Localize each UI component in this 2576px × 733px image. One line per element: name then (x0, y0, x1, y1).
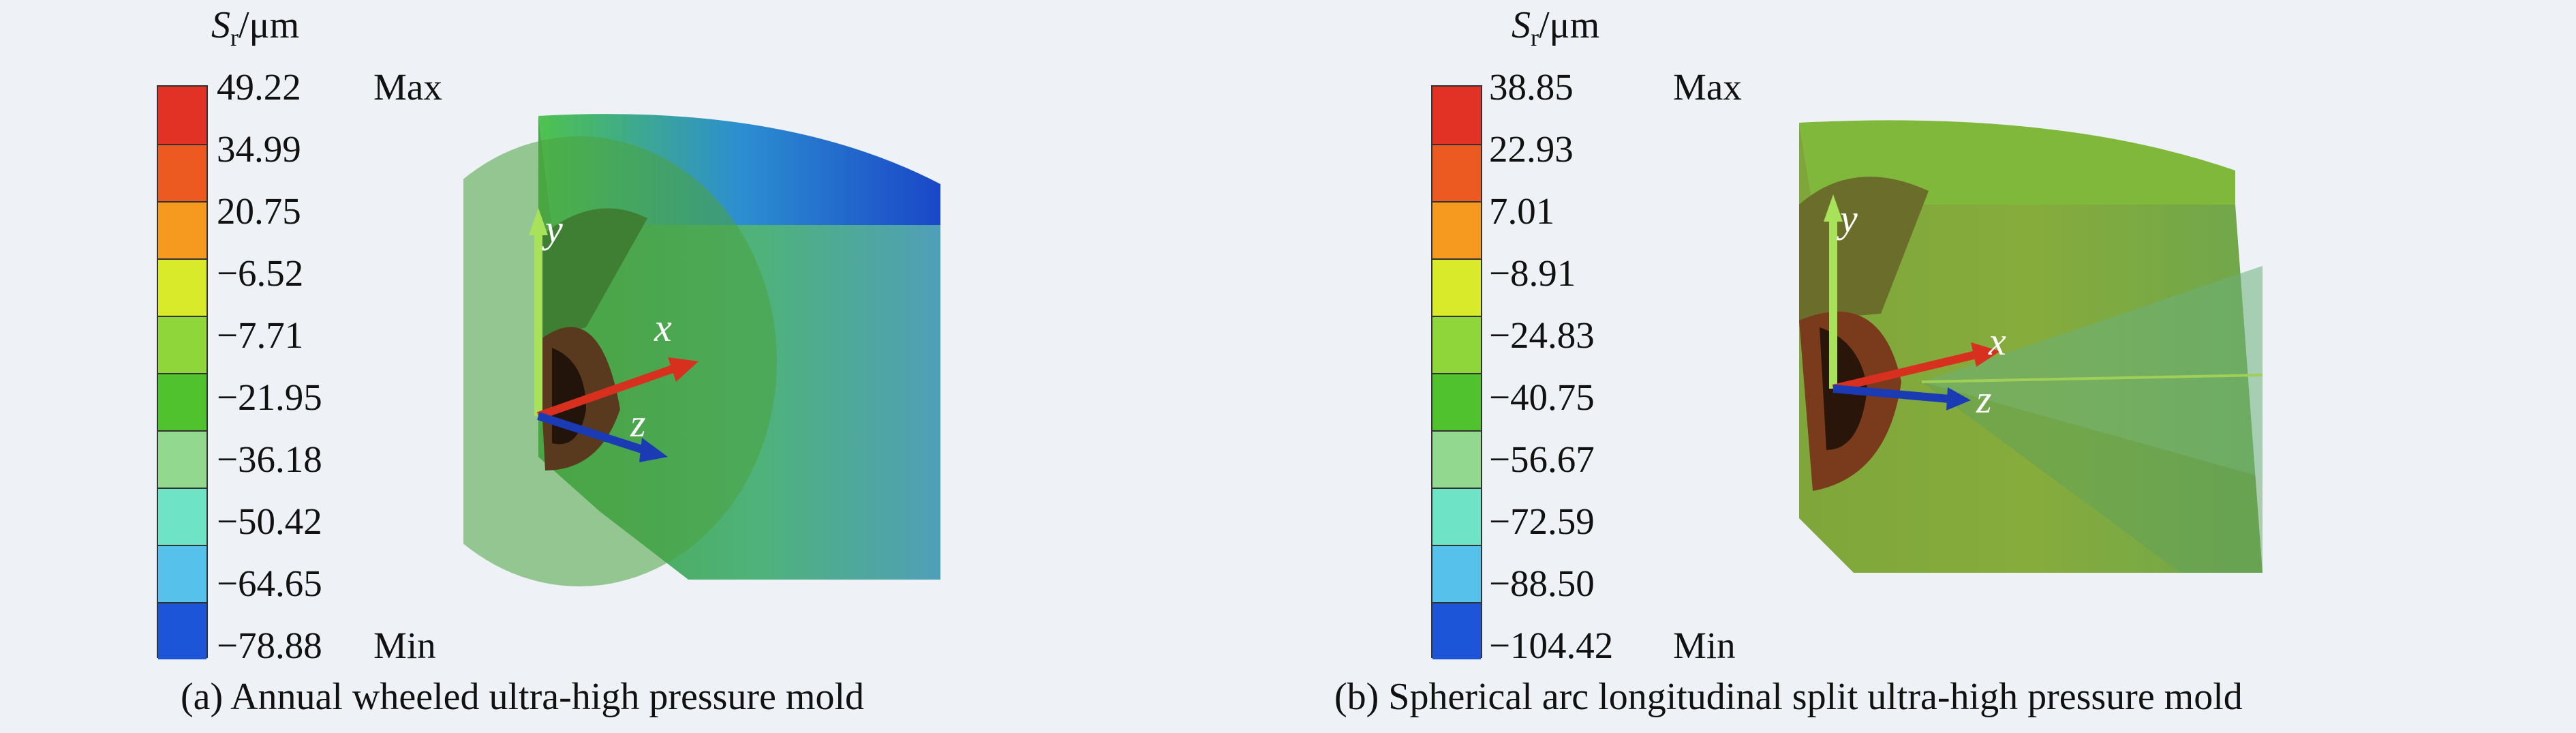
legend-tick-label: 38.85 (1489, 66, 1574, 108)
y-axis-arrowhead (1824, 194, 1843, 222)
legend-tick-label: 34.99 (217, 128, 301, 170)
x-axis-arrow (537, 364, 676, 420)
colorbar-segment (158, 201, 206, 258)
legend-tick-label: −88.50 (1489, 563, 1595, 604)
legend-max-label: Max (373, 66, 442, 108)
legend-tick-label: −24.83 (1489, 314, 1595, 356)
legend-min-label: Min (373, 625, 436, 666)
z-axis-arrow (537, 412, 645, 454)
legend-title-a: Sr/μm (211, 4, 300, 52)
legend-tick-label: −8.91 (1489, 252, 1576, 294)
y-axis-label: y (1837, 196, 1858, 241)
colorbar-segment (158, 87, 206, 144)
x-axis-label: x (1988, 319, 2006, 363)
legend-tick-label: −6.52 (217, 252, 304, 294)
colorbar-segment (1432, 144, 1481, 201)
stress-contour-wedge (1922, 382, 2263, 573)
x-axis-arrowhead (1971, 342, 2000, 367)
z-axis-label: z (1976, 377, 1992, 421)
caption-a: (a) Annual wheeled ultra-high pressure m… (181, 676, 865, 718)
colorbar-segment (1432, 258, 1481, 316)
colorbar-segment (1432, 373, 1481, 430)
colorbar-segment (158, 144, 206, 201)
legend-max-label: Max (1673, 66, 1742, 108)
colorbar-segment (1432, 316, 1481, 373)
legend-tick-label: −72.59 (1489, 500, 1595, 542)
mold-model-render-b: y x z (1799, 120, 2263, 573)
caption-b: (b) Spherical arc longitudinal split ult… (1334, 676, 2243, 718)
legend-tick-label: −64.65 (217, 563, 322, 604)
colorbar-segment (158, 258, 206, 316)
colorbar-segment (1432, 201, 1481, 258)
legend-tick-label: −56.67 (1489, 438, 1595, 480)
legend-tick-label: −40.75 (1489, 376, 1595, 418)
legend-tick-label: −21.95 (217, 376, 322, 418)
model-bore-cone (538, 208, 647, 341)
legend-min-label: Min (1673, 625, 1736, 666)
legend-tick-label: −104.42 (1489, 625, 1614, 666)
x-axis-label: x (654, 305, 672, 350)
colorbar-segment (1432, 602, 1481, 659)
legend-tick-label: 20.75 (217, 190, 301, 232)
legend-tick-label: −78.88 (217, 625, 322, 666)
colorbar-segment (1432, 430, 1481, 488)
stress-contour-wedge (1922, 266, 2263, 477)
colorbar-segment (158, 316, 206, 373)
z-axis-arrow (1833, 385, 1950, 403)
colorbar-segment (158, 602, 206, 659)
legend-title-b: Sr/μm (1512, 4, 1600, 52)
split-line (1921, 374, 2263, 383)
colorbar-a (157, 85, 208, 659)
z-axis-arrowhead (1946, 387, 1971, 410)
colorbar-segment (1432, 87, 1481, 144)
legend-tick-label: 7.01 (1489, 190, 1555, 232)
y-axis-arrowhead (529, 208, 548, 235)
z-axis-label: z (630, 401, 646, 445)
colorbar-segment (158, 488, 206, 545)
colorbar-segment (158, 545, 206, 602)
x-axis-arrow (1832, 350, 1978, 393)
legend-tick-label: −7.71 (217, 314, 304, 356)
mold-model-render-a: y x z (463, 114, 940, 586)
colorbar-segment (158, 430, 206, 488)
legend-tick-label: −50.42 (217, 500, 322, 542)
colorbar-segment (158, 373, 206, 430)
legend-tick-label: −36.18 (217, 438, 322, 480)
z-axis-arrowhead (639, 438, 668, 462)
legend-tick-label: 49.22 (217, 66, 301, 108)
legend-tick-label: 22.93 (1489, 128, 1574, 170)
colorbar-b (1431, 85, 1482, 659)
colorbar-segment (1432, 545, 1481, 602)
x-axis-arrowhead (668, 357, 699, 382)
colorbar-segment (1432, 488, 1481, 545)
y-axis-label: y (542, 207, 563, 251)
